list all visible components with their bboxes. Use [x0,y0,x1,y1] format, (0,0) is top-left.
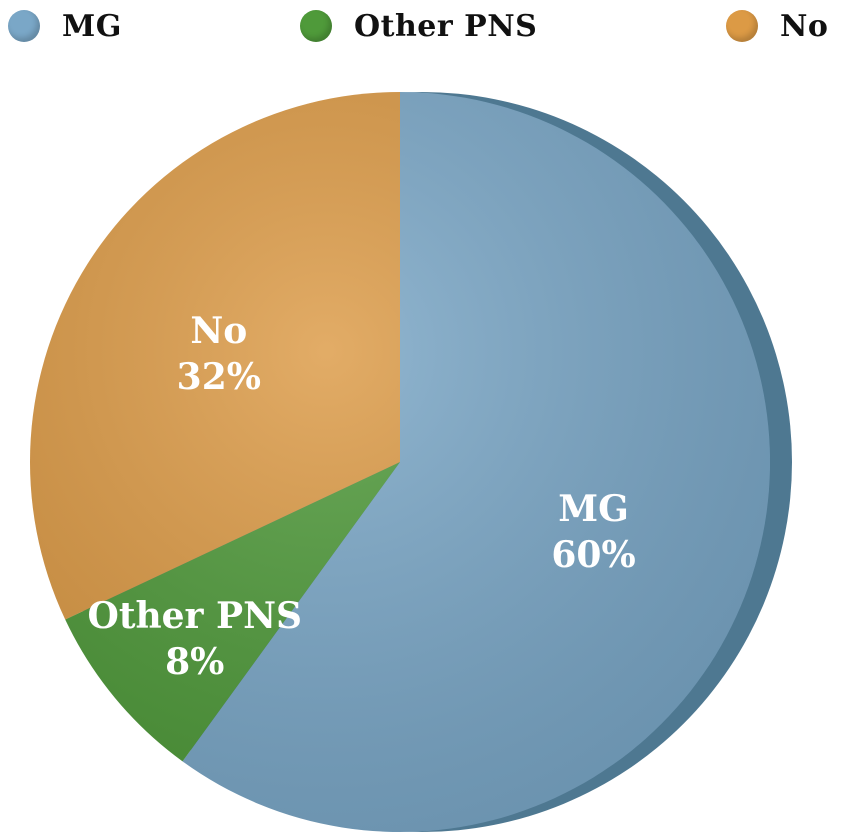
legend-item-other-pns: Other PNS [300,6,537,46]
slice-category-mg: MG [558,488,629,530]
pie-slices [29,92,770,832]
legend-swatch-mg [8,10,40,42]
pie-labels: MG 60% Other PNS 8% No 32% [87,310,635,683]
slice-value-no: 32% [177,356,261,398]
pie-chart: MG 60% Other PNS 8% No 32% [29,92,792,832]
slice-label-other-pns: Other PNS 8% [87,595,302,683]
legend-swatch-other-pns [300,10,332,42]
legend: MG Other PNS No [0,0,851,60]
slice-label-no: No 32% [177,310,261,398]
legend-item-no: No [726,6,828,46]
legend-label-no: No [780,8,829,44]
slice-category-no: No [190,310,247,352]
legend-label-other-pns: Other PNS [354,8,538,44]
slice-category-other-pns: Other PNS [87,595,302,637]
legend-item-mg: MG [8,6,122,46]
slice-value-mg: 60% [551,534,635,576]
legend-swatch-no [726,10,758,42]
slice-label-mg: MG 60% [551,488,635,576]
legend-label-mg: MG [62,8,122,44]
pie-shading [30,92,770,832]
slice-value-other-pns: 8% [165,641,224,683]
